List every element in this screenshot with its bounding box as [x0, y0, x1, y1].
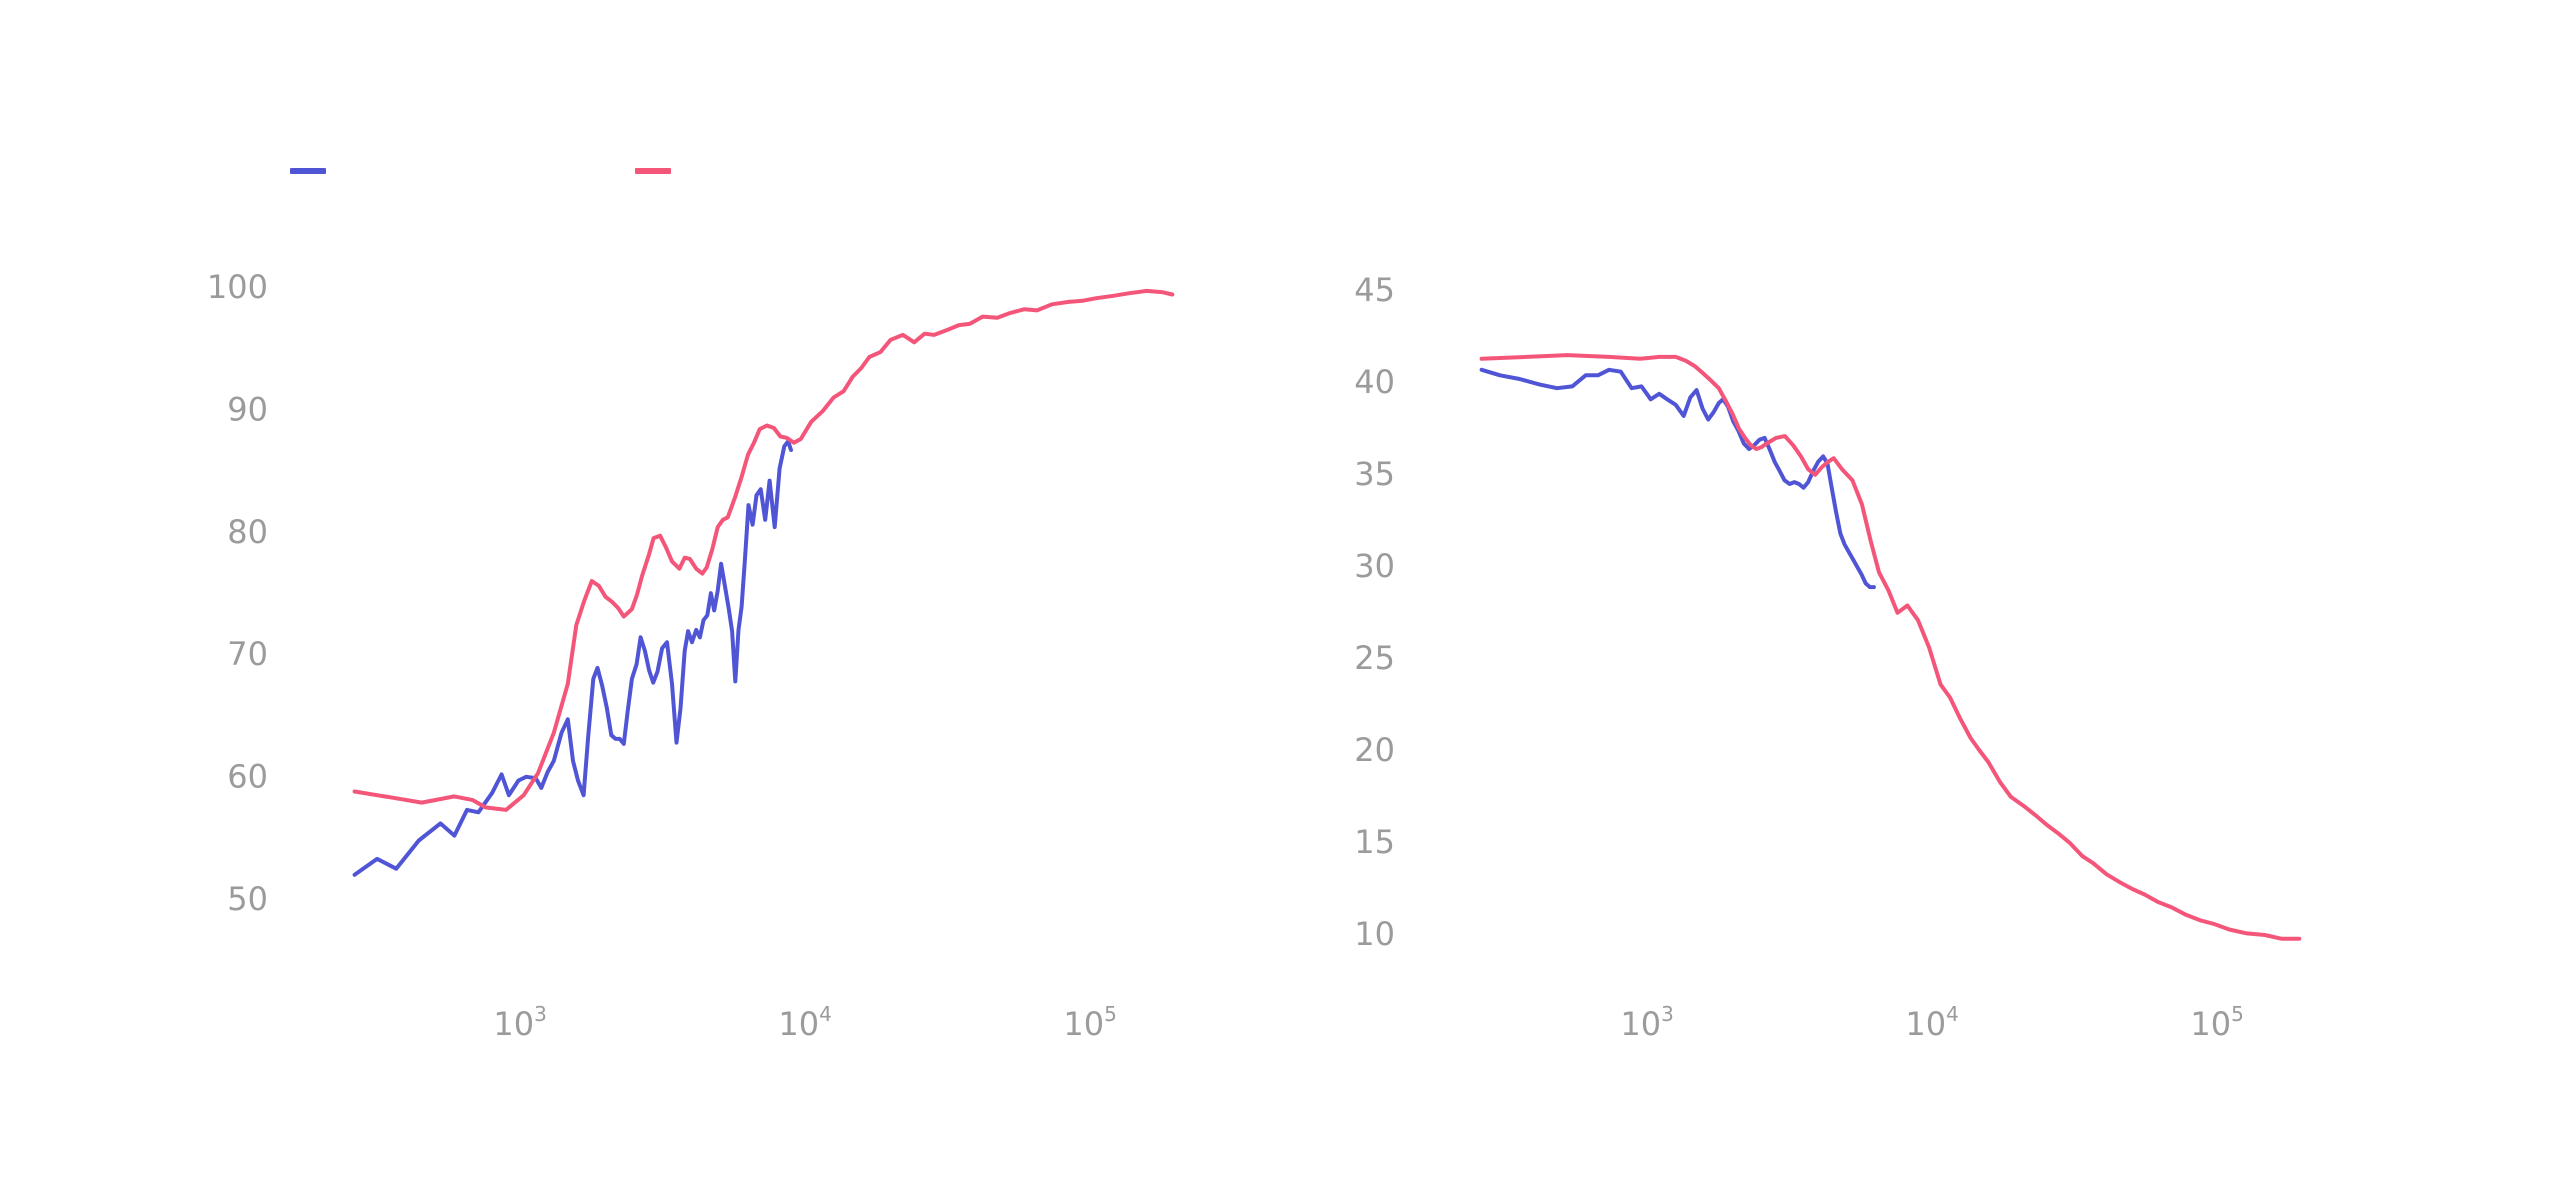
x-tick-label: 104	[1905, 1002, 1958, 1043]
y-tick-label: 35	[1354, 455, 1395, 493]
x-tick-label: 104	[778, 1002, 831, 1043]
y-tick-label: 30	[1354, 547, 1395, 585]
series-line-2	[1479, 353, 2302, 941]
chart-left-plot: 50 60 70 80 90 100 103 104 105	[207, 268, 1175, 1043]
y-tick-label: 10	[1354, 915, 1395, 953]
y-tick-label: 50	[227, 880, 268, 918]
x-tick-label: 103	[1620, 1002, 1673, 1043]
x-tick-label: 105	[1063, 1002, 1116, 1043]
y-tick-label: 60	[227, 758, 268, 796]
y-tick-label: 25	[1354, 639, 1395, 677]
legend-swatch-series-2	[635, 168, 671, 174]
x-tick-label: 103	[493, 1002, 546, 1043]
x-tick-label: 105	[2190, 1002, 2243, 1043]
y-tick-label: 20	[1354, 731, 1395, 769]
series-line-2	[352, 288, 1175, 812]
y-tick-label: 100	[207, 268, 268, 306]
y-tick-label: 40	[1354, 363, 1395, 401]
y-tick-label: 80	[227, 513, 268, 551]
y-tick-label: 90	[227, 390, 268, 428]
legend-swatch-series-1	[290, 168, 326, 174]
series-line-1	[352, 439, 793, 877]
chart-right-plot: 10 15 20 25 30 35 40 45 103 104 105	[1354, 271, 2302, 1043]
y-tick-label: 45	[1354, 271, 1395, 309]
y-tick-label: 70	[227, 635, 268, 673]
y-tick-label: 15	[1354, 823, 1395, 861]
series-line-1	[1479, 367, 1876, 590]
